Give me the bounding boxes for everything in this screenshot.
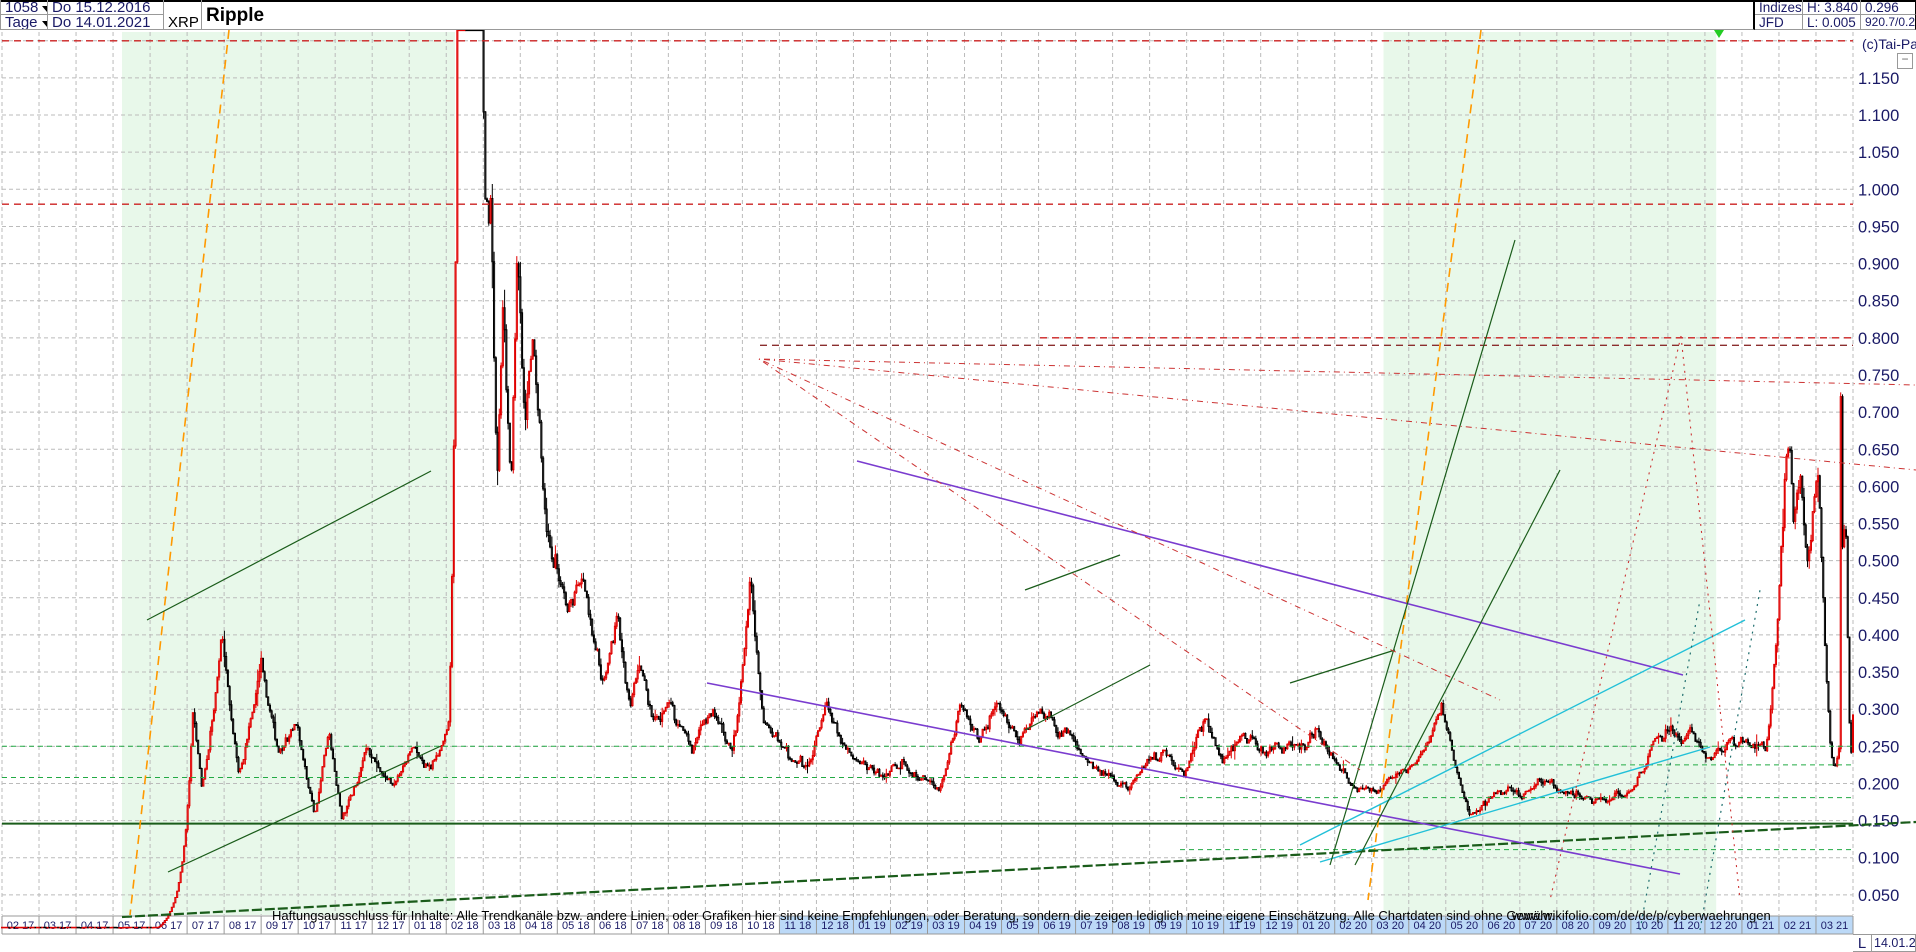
svg-text:04 17: 04 17 bbox=[81, 920, 109, 932]
svg-text:0.100: 0.100 bbox=[1858, 850, 1899, 868]
svg-text:0.550: 0.550 bbox=[1858, 516, 1899, 534]
svg-text:0.900: 0.900 bbox=[1858, 256, 1899, 274]
svg-text:0.750: 0.750 bbox=[1858, 367, 1899, 385]
svg-text:07 17: 07 17 bbox=[192, 920, 220, 932]
svg-text:0.650: 0.650 bbox=[1858, 441, 1899, 459]
svg-text:05 17: 05 17 bbox=[118, 920, 146, 932]
svg-text:0.500: 0.500 bbox=[1858, 553, 1899, 571]
svg-text:1.150: 1.150 bbox=[1858, 70, 1899, 88]
svg-text:0.700: 0.700 bbox=[1858, 404, 1899, 422]
svg-text:08 17: 08 17 bbox=[229, 920, 257, 932]
svg-text:0.200: 0.200 bbox=[1858, 775, 1899, 793]
svg-text:0.450: 0.450 bbox=[1858, 590, 1899, 608]
svg-text:02 21: 02 21 bbox=[1784, 920, 1812, 932]
svg-text:0.050: 0.050 bbox=[1858, 887, 1899, 905]
svg-text:02 17: 02 17 bbox=[7, 920, 35, 932]
svg-text:1.050: 1.050 bbox=[1858, 144, 1899, 162]
svg-text:0.400: 0.400 bbox=[1858, 627, 1899, 645]
svg-text:0.850: 0.850 bbox=[1858, 293, 1899, 311]
svg-text:0.600: 0.600 bbox=[1858, 478, 1899, 496]
svg-text:0.950: 0.950 bbox=[1858, 218, 1899, 236]
svg-text:0.350: 0.350 bbox=[1858, 664, 1899, 682]
svg-text:0.250: 0.250 bbox=[1858, 738, 1899, 756]
svg-text:0.300: 0.300 bbox=[1858, 701, 1899, 719]
svg-text:03 21: 03 21 bbox=[1821, 920, 1849, 932]
svg-text:0.800: 0.800 bbox=[1858, 330, 1899, 348]
svg-text:1.100: 1.100 bbox=[1858, 107, 1899, 125]
svg-text:0.150: 0.150 bbox=[1858, 813, 1899, 831]
svg-text:03 17: 03 17 bbox=[44, 920, 72, 932]
svg-text:1.000: 1.000 bbox=[1858, 181, 1899, 199]
